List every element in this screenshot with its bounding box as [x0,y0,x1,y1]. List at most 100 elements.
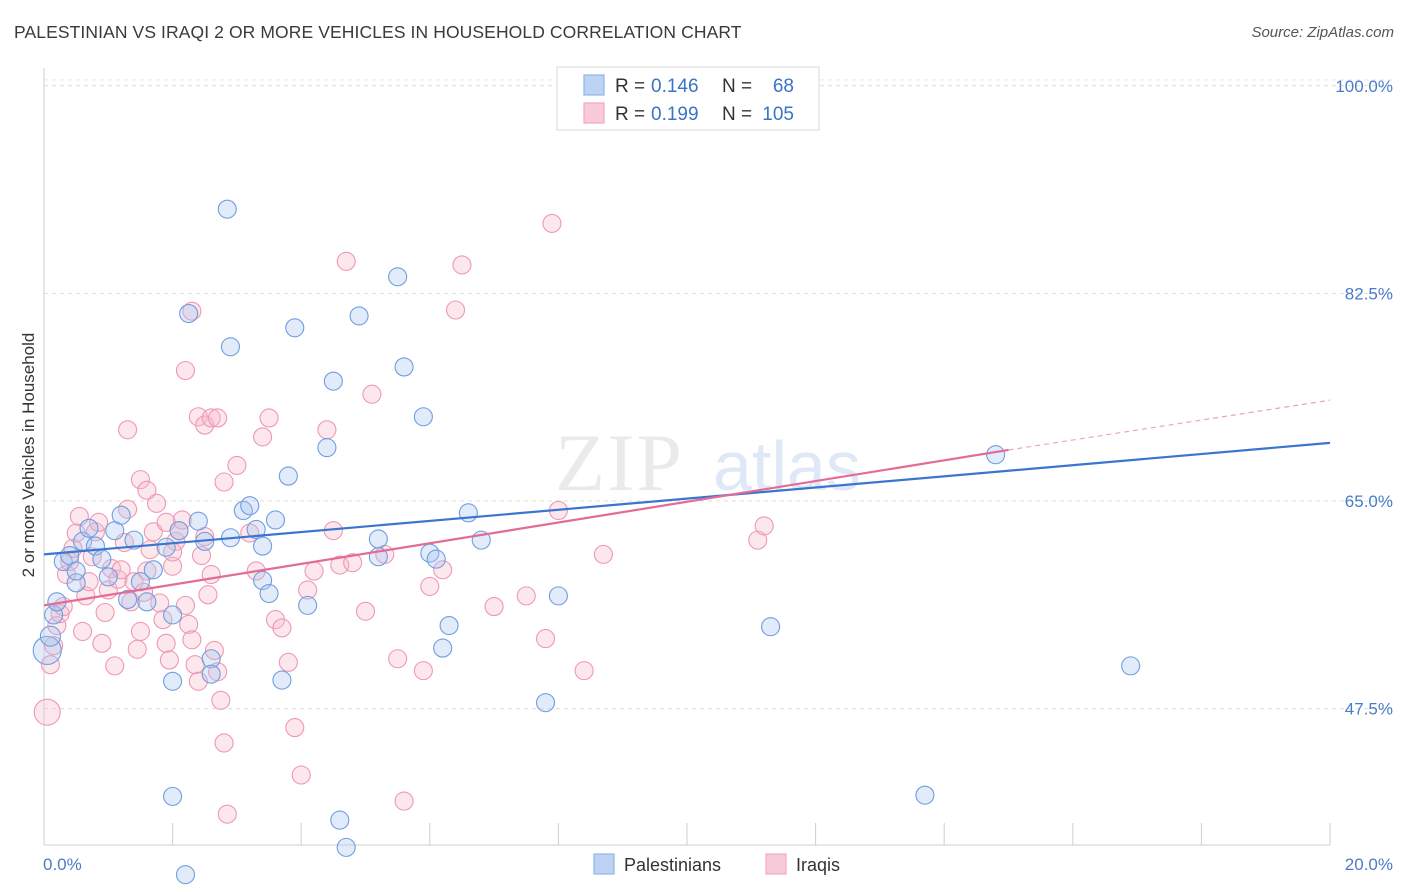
iraqis-point [574,661,594,681]
iraqis-point [143,522,163,542]
iraqis-point [388,649,408,669]
palestinians-point [66,561,86,581]
iraqis-point [163,556,183,576]
iraqis-point [185,655,205,675]
iraqis-point [172,510,192,530]
iraqis-point [452,255,472,275]
iraqis-point [355,601,376,621]
legend-r-label-1: R = [615,76,645,97]
chart-title: PALESTINIAN VS IRAQI 2 OR MORE VEHICLES … [14,22,742,42]
palestinians-point [1121,656,1141,676]
iraqis-point [95,602,115,623]
iraqis-point [754,516,774,536]
iraqis-point [535,629,556,649]
iraqis-point [343,553,363,573]
iraqis-point [182,301,202,321]
gridlines [44,79,1392,710]
trend-lines [43,399,1331,607]
legend-r-label-2: R = [615,104,645,125]
palestinians-point [394,357,414,377]
iraqis-point [420,576,440,596]
iraqis-point [191,546,212,566]
palestinians-point [118,589,138,609]
iraqis-point [140,540,160,560]
palestinians-point [201,649,221,669]
iraqis-point [748,530,768,550]
iraqis-trend-extension [1008,399,1331,451]
palestinians-point [298,595,318,615]
palestinians-point [179,304,199,324]
iraqis-point [516,586,536,606]
palestinians-point [535,693,556,713]
palestinians-point [220,337,241,357]
iraqis-points [33,213,774,824]
palestinians-point [163,671,183,691]
iraqis-point [336,251,356,271]
palestinians-point [39,625,61,647]
palestinians-point [137,592,157,612]
iraqis-point [105,656,125,676]
bottom-legend-label-iraqis: Iraqis [796,855,840,875]
iraqis-point [304,561,324,581]
iraqis-point [317,420,337,440]
iraqis-point [259,408,279,428]
palestinians-point [188,511,208,531]
svg-text:ZIP: ZIP [555,417,684,508]
iraqis-point [89,512,109,532]
legend-swatch-palestinians [583,74,605,96]
iraqis-trend-line [43,448,1009,607]
palestinians-point [439,615,459,636]
palestinians-point [433,638,453,658]
iraqis-point [130,470,150,490]
palestinians-point [259,583,279,604]
palestinians-point [761,617,781,637]
palestinians-point [246,519,266,540]
iraqis-point [179,614,199,634]
y-tick-label: 65.0% [1345,492,1393,511]
iraqis-point [214,472,234,492]
palestinians-point [323,371,343,391]
palestinians-point [169,521,189,541]
palestinians-point [143,560,163,580]
iraqis-point [362,384,382,404]
palestinians-point [32,635,62,666]
y-tick-label: 100.0% [1335,77,1393,96]
iraqis-point [217,804,237,824]
legend-n-label-1: N = [722,76,752,97]
palestinians-point [156,537,176,557]
palestinians-point [915,785,935,805]
iraqis-point [201,408,221,428]
palestinians-point [253,536,273,556]
iraqis-point [291,765,311,785]
iraqis-point [445,300,466,320]
iraqis-point [156,633,176,653]
palestinians-point [317,438,337,458]
legend-r-value-2: 0.199 [651,104,699,125]
iraqis-point [285,718,305,738]
iraqis-point [198,585,218,605]
iraqis-point [137,561,157,581]
palestinians-point [265,510,286,530]
iraqis-point [182,630,202,650]
legend-r-value-1: 0.146 [651,76,699,97]
iraqis-point [253,427,273,447]
palestinians-point [111,505,131,525]
iraqis-point [433,560,453,580]
palestinians-point [278,466,298,486]
iraqis-point [208,408,228,428]
y-tick-label: 82.5% [1345,284,1393,303]
iraqis-point [40,655,60,675]
iraqis-point [159,650,179,670]
zipatlas-watermark: ZIP atlas [555,417,861,508]
legend-n-value-1: 68 [773,76,794,97]
iraqis-point [33,698,61,726]
bottom-legend-swatch-palestinians [593,853,615,875]
legend-swatch-iraqis [583,102,605,124]
stats-legend: R = 0.146 N = 68 R = 0.199 N = 105 [556,66,820,131]
palestinians-point [272,670,292,690]
iraqis-point [92,633,112,653]
palestinians-point [201,664,221,684]
series-legend: Palestinians Iraqis [593,853,840,875]
legend-n-label-2: N = [722,104,752,125]
